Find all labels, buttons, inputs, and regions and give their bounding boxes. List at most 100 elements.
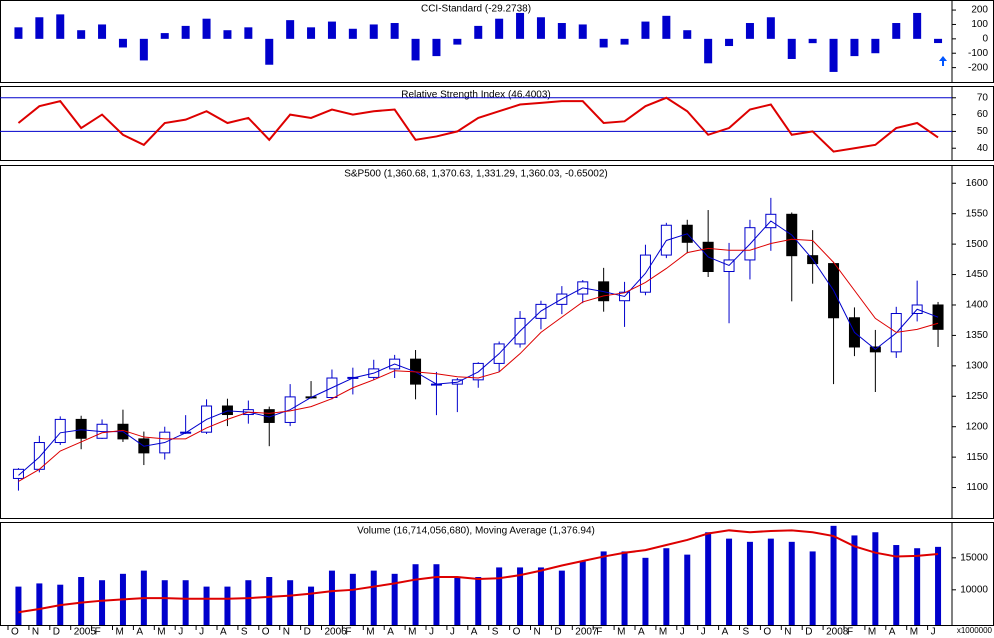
x-tick-label: O bbox=[513, 627, 521, 638]
bar bbox=[432, 38, 441, 57]
bar bbox=[56, 14, 65, 39]
y-tick-label: 1400 bbox=[966, 300, 989, 311]
bar bbox=[557, 23, 566, 39]
bar bbox=[99, 580, 106, 625]
y-tick-label: 1500 bbox=[966, 239, 989, 250]
panel-title: CCI-Standard (-29.2738) bbox=[421, 4, 531, 15]
bar bbox=[663, 548, 670, 625]
y-tick-label: 40 bbox=[977, 143, 989, 154]
y-tick-label: 15000 bbox=[960, 552, 988, 563]
bar bbox=[537, 567, 544, 625]
y-tick-label: 1100 bbox=[966, 482, 988, 493]
bar bbox=[662, 15, 671, 39]
y-tick-label: 60 bbox=[977, 109, 989, 120]
x-tick-label: M bbox=[868, 627, 876, 638]
bar bbox=[599, 38, 608, 48]
y-tick-label: 1450 bbox=[966, 269, 989, 280]
panel-title: Relative Strength Index (46.4003) bbox=[401, 90, 551, 101]
candle-body bbox=[33, 442, 45, 470]
bar bbox=[642, 557, 649, 625]
x-tick-label: F bbox=[345, 627, 351, 638]
bar bbox=[808, 38, 817, 44]
bar bbox=[244, 27, 253, 39]
bar bbox=[98, 24, 107, 39]
rsi-line bbox=[17, 96, 939, 153]
y-tick-label: -100 bbox=[968, 48, 988, 59]
y-tick-label: 1600 bbox=[966, 178, 989, 189]
bar bbox=[224, 586, 231, 625]
bar bbox=[454, 577, 461, 625]
bar bbox=[161, 580, 168, 625]
bar bbox=[369, 24, 378, 39]
bar bbox=[850, 38, 859, 57]
bar bbox=[787, 38, 796, 59]
y-tick-label: 1150 bbox=[966, 452, 988, 463]
bar bbox=[327, 21, 336, 39]
bar bbox=[892, 23, 901, 39]
bar bbox=[788, 541, 795, 625]
y-tick-label: 1250 bbox=[966, 391, 989, 402]
x-tick-label: S bbox=[492, 627, 499, 638]
x-tick-label: A bbox=[889, 627, 896, 638]
y-tick-label: 10000 bbox=[960, 584, 988, 595]
x-tick-label: M bbox=[408, 627, 416, 638]
bar bbox=[433, 564, 440, 625]
y-tick-label: 1550 bbox=[966, 208, 989, 219]
bar bbox=[766, 17, 775, 39]
bar bbox=[370, 570, 377, 625]
bar bbox=[181, 25, 190, 39]
x-tick-label: F bbox=[596, 627, 602, 638]
bar bbox=[620, 38, 629, 45]
bar bbox=[286, 20, 295, 39]
bar bbox=[704, 38, 713, 64]
bar bbox=[726, 538, 733, 625]
x-tick-label: S bbox=[241, 627, 248, 638]
bar bbox=[412, 564, 419, 625]
x-tick-label: 2006 bbox=[325, 627, 348, 638]
y-tick-label: 0 bbox=[982, 33, 988, 44]
bar bbox=[579, 561, 586, 625]
bar bbox=[934, 38, 943, 44]
panel-title: Volume (16,714,056,680), Moving Average … bbox=[357, 526, 595, 537]
bar bbox=[118, 38, 127, 48]
x-tick-label: M bbox=[659, 627, 667, 638]
bar bbox=[913, 12, 922, 39]
x-tick-label: M bbox=[617, 627, 625, 638]
bar bbox=[287, 580, 294, 625]
y-tick-label: 100 bbox=[971, 19, 988, 30]
bar bbox=[851, 535, 858, 625]
x-tick-label: A bbox=[136, 627, 143, 638]
bar bbox=[725, 38, 734, 47]
unit-label: x1000000 bbox=[957, 626, 993, 635]
x-tick-label: F bbox=[847, 627, 853, 638]
moving-average-line bbox=[18, 529, 939, 614]
x-tick-label: N bbox=[32, 627, 39, 638]
bar bbox=[328, 570, 335, 625]
y-tick-label: 1350 bbox=[966, 330, 989, 341]
bar bbox=[871, 38, 880, 54]
bar bbox=[391, 573, 398, 625]
bar bbox=[77, 30, 86, 39]
x-tick-label: M bbox=[366, 627, 374, 638]
x-tick-label: J bbox=[178, 627, 183, 638]
x-tick-label: A bbox=[387, 627, 394, 638]
bar bbox=[453, 38, 462, 45]
bar bbox=[160, 33, 169, 39]
bar bbox=[139, 38, 148, 61]
bar bbox=[266, 577, 273, 625]
y-tick-label: 50 bbox=[977, 126, 989, 137]
candle-body bbox=[75, 418, 87, 439]
x-tick-label: N bbox=[784, 627, 791, 638]
bar bbox=[349, 573, 356, 625]
x-tick-label: M bbox=[116, 627, 124, 638]
bar bbox=[15, 586, 22, 625]
x-tick-label: N bbox=[283, 627, 290, 638]
bar bbox=[829, 38, 838, 72]
y-tick-label: 200 bbox=[971, 5, 988, 16]
x-tick-label: A bbox=[471, 627, 478, 638]
bar bbox=[390, 23, 399, 39]
bar bbox=[558, 570, 565, 625]
bar bbox=[746, 541, 753, 625]
bar bbox=[223, 30, 232, 39]
